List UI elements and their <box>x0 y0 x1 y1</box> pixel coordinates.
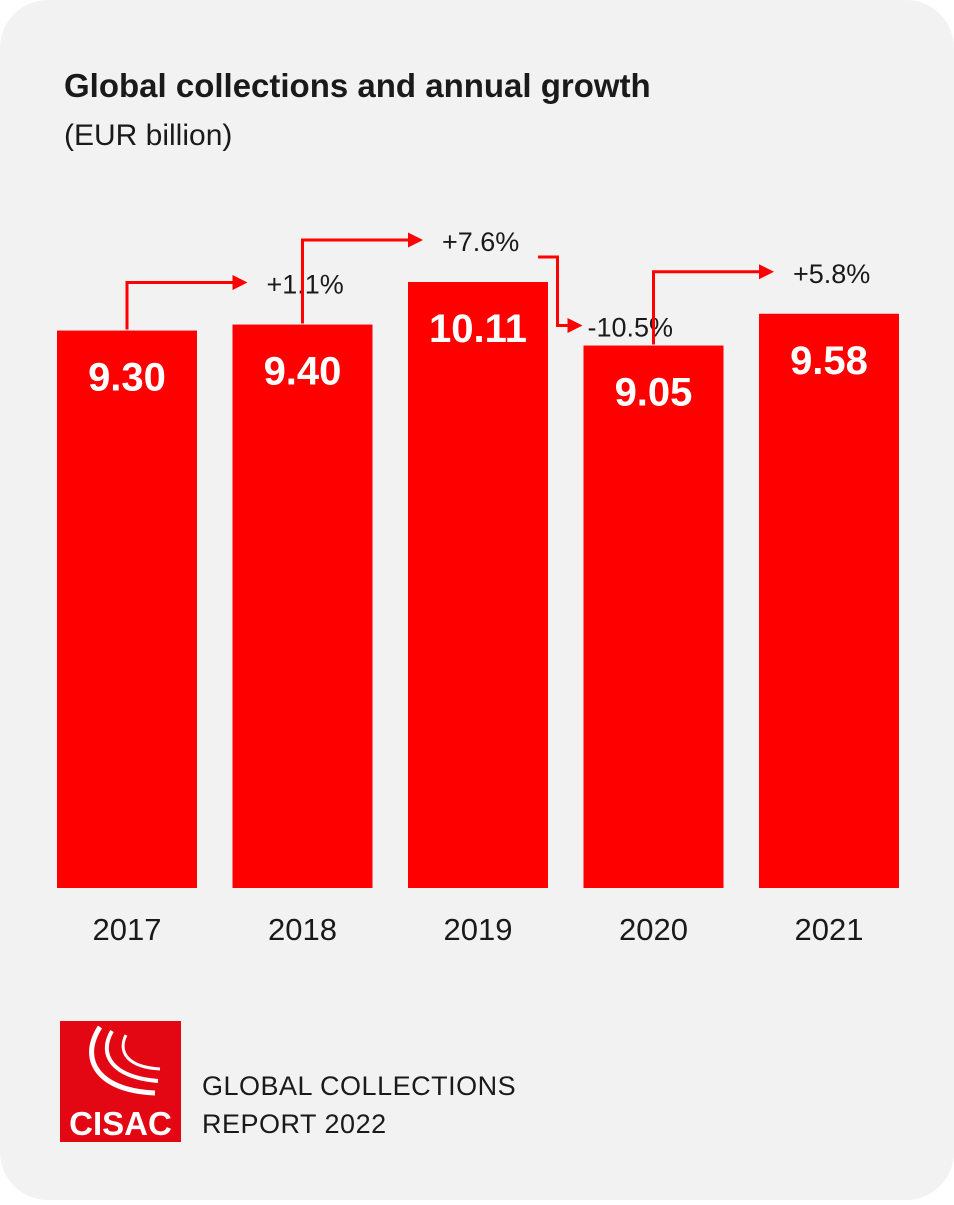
report-line-1: GLOBAL COLLECTIONS <box>202 1071 517 1101</box>
chart-title-main: Global collections and annual growth <box>64 67 651 104</box>
logo-background <box>60 1021 181 1142</box>
bar-2021 <box>759 313 899 888</box>
chart-title-unit: (EUR billion) <box>64 119 233 152</box>
growth-label-2018: +1.1% <box>267 270 344 300</box>
growth-arrow-2021 <box>652 264 774 345</box>
cisac-logo: CISAC <box>60 1021 181 1142</box>
growth-label-2019: +7.6% <box>442 227 519 257</box>
x-tick-label-2017: 2017 <box>93 912 162 947</box>
growth-arrow-2019 <box>301 232 423 324</box>
value-label-2018: 9.40 <box>264 350 342 394</box>
growth-label-2020: -10.5% <box>588 313 674 343</box>
growth-arrow-2020 <box>538 255 583 334</box>
report-line-2: REPORT 2022 <box>202 1109 387 1139</box>
x-tick-label-2019: 2019 <box>444 912 513 947</box>
logo-swirl-inner <box>121 1034 161 1071</box>
bar-2017 <box>57 330 197 888</box>
bar-chart: 9.30 2017 9.40 2018 10.11 2019 9.05 2020 9.58 202… <box>57 227 899 947</box>
x-tick-label-2018: 2018 <box>268 912 337 947</box>
bar-2019 <box>408 282 548 888</box>
bar-2018 <box>232 324 373 888</box>
logo-wordmark: CISAC <box>69 1105 172 1142</box>
growth-arrow-2018 <box>125 275 248 330</box>
value-label-2021: 9.58 <box>790 339 868 383</box>
report-name: GLOBAL COLLECTIONS REPORT 2022 <box>202 1067 682 1143</box>
bar-2020 <box>583 345 724 888</box>
chart-title: Global collections and annual growth (EU… <box>64 62 704 160</box>
x-tick-label-2021: 2021 <box>795 912 864 947</box>
value-label-2017: 9.30 <box>88 356 166 400</box>
growth-label-2021: +5.8% <box>793 259 870 289</box>
logo-swirl-middle <box>104 1029 159 1083</box>
x-tick-label-2020: 2020 <box>619 912 688 947</box>
value-label-2019: 10.11 <box>429 307 527 351</box>
value-label-2020: 9.05 <box>615 371 693 415</box>
logo-swirl-outer <box>89 1025 156 1096</box>
